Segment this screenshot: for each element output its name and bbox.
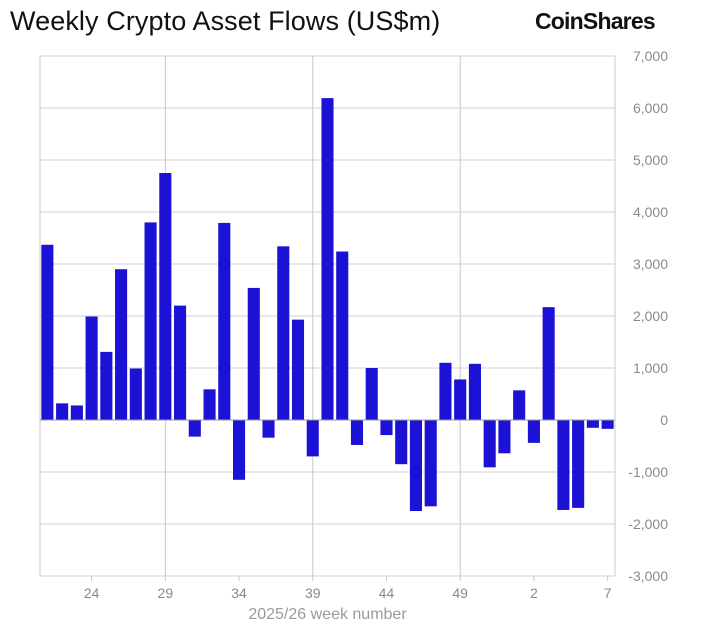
bar-week-50 xyxy=(468,363,481,420)
x-tick-label: 2 xyxy=(530,585,538,600)
bar-week-27 xyxy=(129,368,142,420)
bar-chart: 7,000 6,000 5,000 4,000 3,000 2,000 1,000 0 -1,0… xyxy=(39,48,668,600)
bar-week-46 xyxy=(409,420,423,511)
bar-week-22 xyxy=(56,403,69,420)
bar-week-37 xyxy=(277,246,290,420)
bar-week-43 xyxy=(365,368,378,420)
bar-week-38 xyxy=(291,319,305,420)
y-tick-label: 1,000 xyxy=(633,360,668,376)
bar-week-25 xyxy=(100,351,113,420)
bar-week-47 xyxy=(424,420,437,507)
bar-week-31 xyxy=(188,420,201,437)
x-tick-label: 7 xyxy=(604,585,612,600)
bar-week-48 xyxy=(439,362,452,420)
y-tick-label: 5,000 xyxy=(633,152,668,168)
bar-week-41 xyxy=(336,251,349,420)
bar-week-49 xyxy=(454,379,467,420)
bar-week-45 xyxy=(395,420,408,465)
bar-week-28 xyxy=(144,222,157,420)
x-tick-label: 49 xyxy=(452,585,468,600)
bar-week-26 xyxy=(115,269,128,420)
bar-week-40 xyxy=(321,98,334,421)
y-tick-label: 3,000 xyxy=(633,256,668,272)
bar-week-33 xyxy=(218,222,231,420)
y-tick-label: 7,000 xyxy=(633,48,668,64)
bar-week-24 xyxy=(85,316,98,420)
bar-week-29 xyxy=(159,173,172,420)
x-tick-label: 29 xyxy=(158,585,174,600)
bar-week-6 xyxy=(586,420,599,428)
x-tick-label: 24 xyxy=(84,585,100,600)
x-tick-label: 39 xyxy=(305,585,321,600)
x-axis-label: 2025/26 week number xyxy=(248,606,407,623)
bar-week-21 xyxy=(41,244,54,420)
y-tick-label: 6,000 xyxy=(633,100,668,116)
y-tick-label: -3,000 xyxy=(628,568,668,584)
bar-week-1 xyxy=(513,390,526,420)
x-tick-label: 44 xyxy=(379,585,395,600)
bar-week-34 xyxy=(232,420,246,480)
bar-week-35 xyxy=(247,287,260,420)
y-tick-label: -1,000 xyxy=(628,464,668,480)
chart-title: Weekly Crypto Asset Flows (US$m) xyxy=(10,6,441,36)
x-tick-label: 34 xyxy=(231,585,247,600)
bar-week-32 xyxy=(203,389,216,420)
bar-week-2 xyxy=(527,420,540,443)
y-tick-label: 2,000 xyxy=(633,308,668,324)
bar-week-36 xyxy=(262,420,275,438)
bar-week-3 xyxy=(542,307,555,420)
y-tick-label: 4,000 xyxy=(633,204,668,220)
coinshares-logo: CoinShares xyxy=(535,8,656,34)
bar-week-42 xyxy=(350,420,364,445)
bar-week-23 xyxy=(70,405,83,420)
bar-week-52 xyxy=(498,420,511,454)
y-tick-label: 0 xyxy=(660,412,668,428)
bar-week-51 xyxy=(483,420,496,468)
bar-week-44 xyxy=(380,420,393,436)
bar-week-5 xyxy=(572,420,585,508)
bar-week-7 xyxy=(601,420,614,429)
bar-week-4 xyxy=(557,420,570,510)
bar-week-39 xyxy=(306,420,319,457)
bar-week-30 xyxy=(174,305,187,420)
y-tick-label: -2,000 xyxy=(628,516,668,532)
